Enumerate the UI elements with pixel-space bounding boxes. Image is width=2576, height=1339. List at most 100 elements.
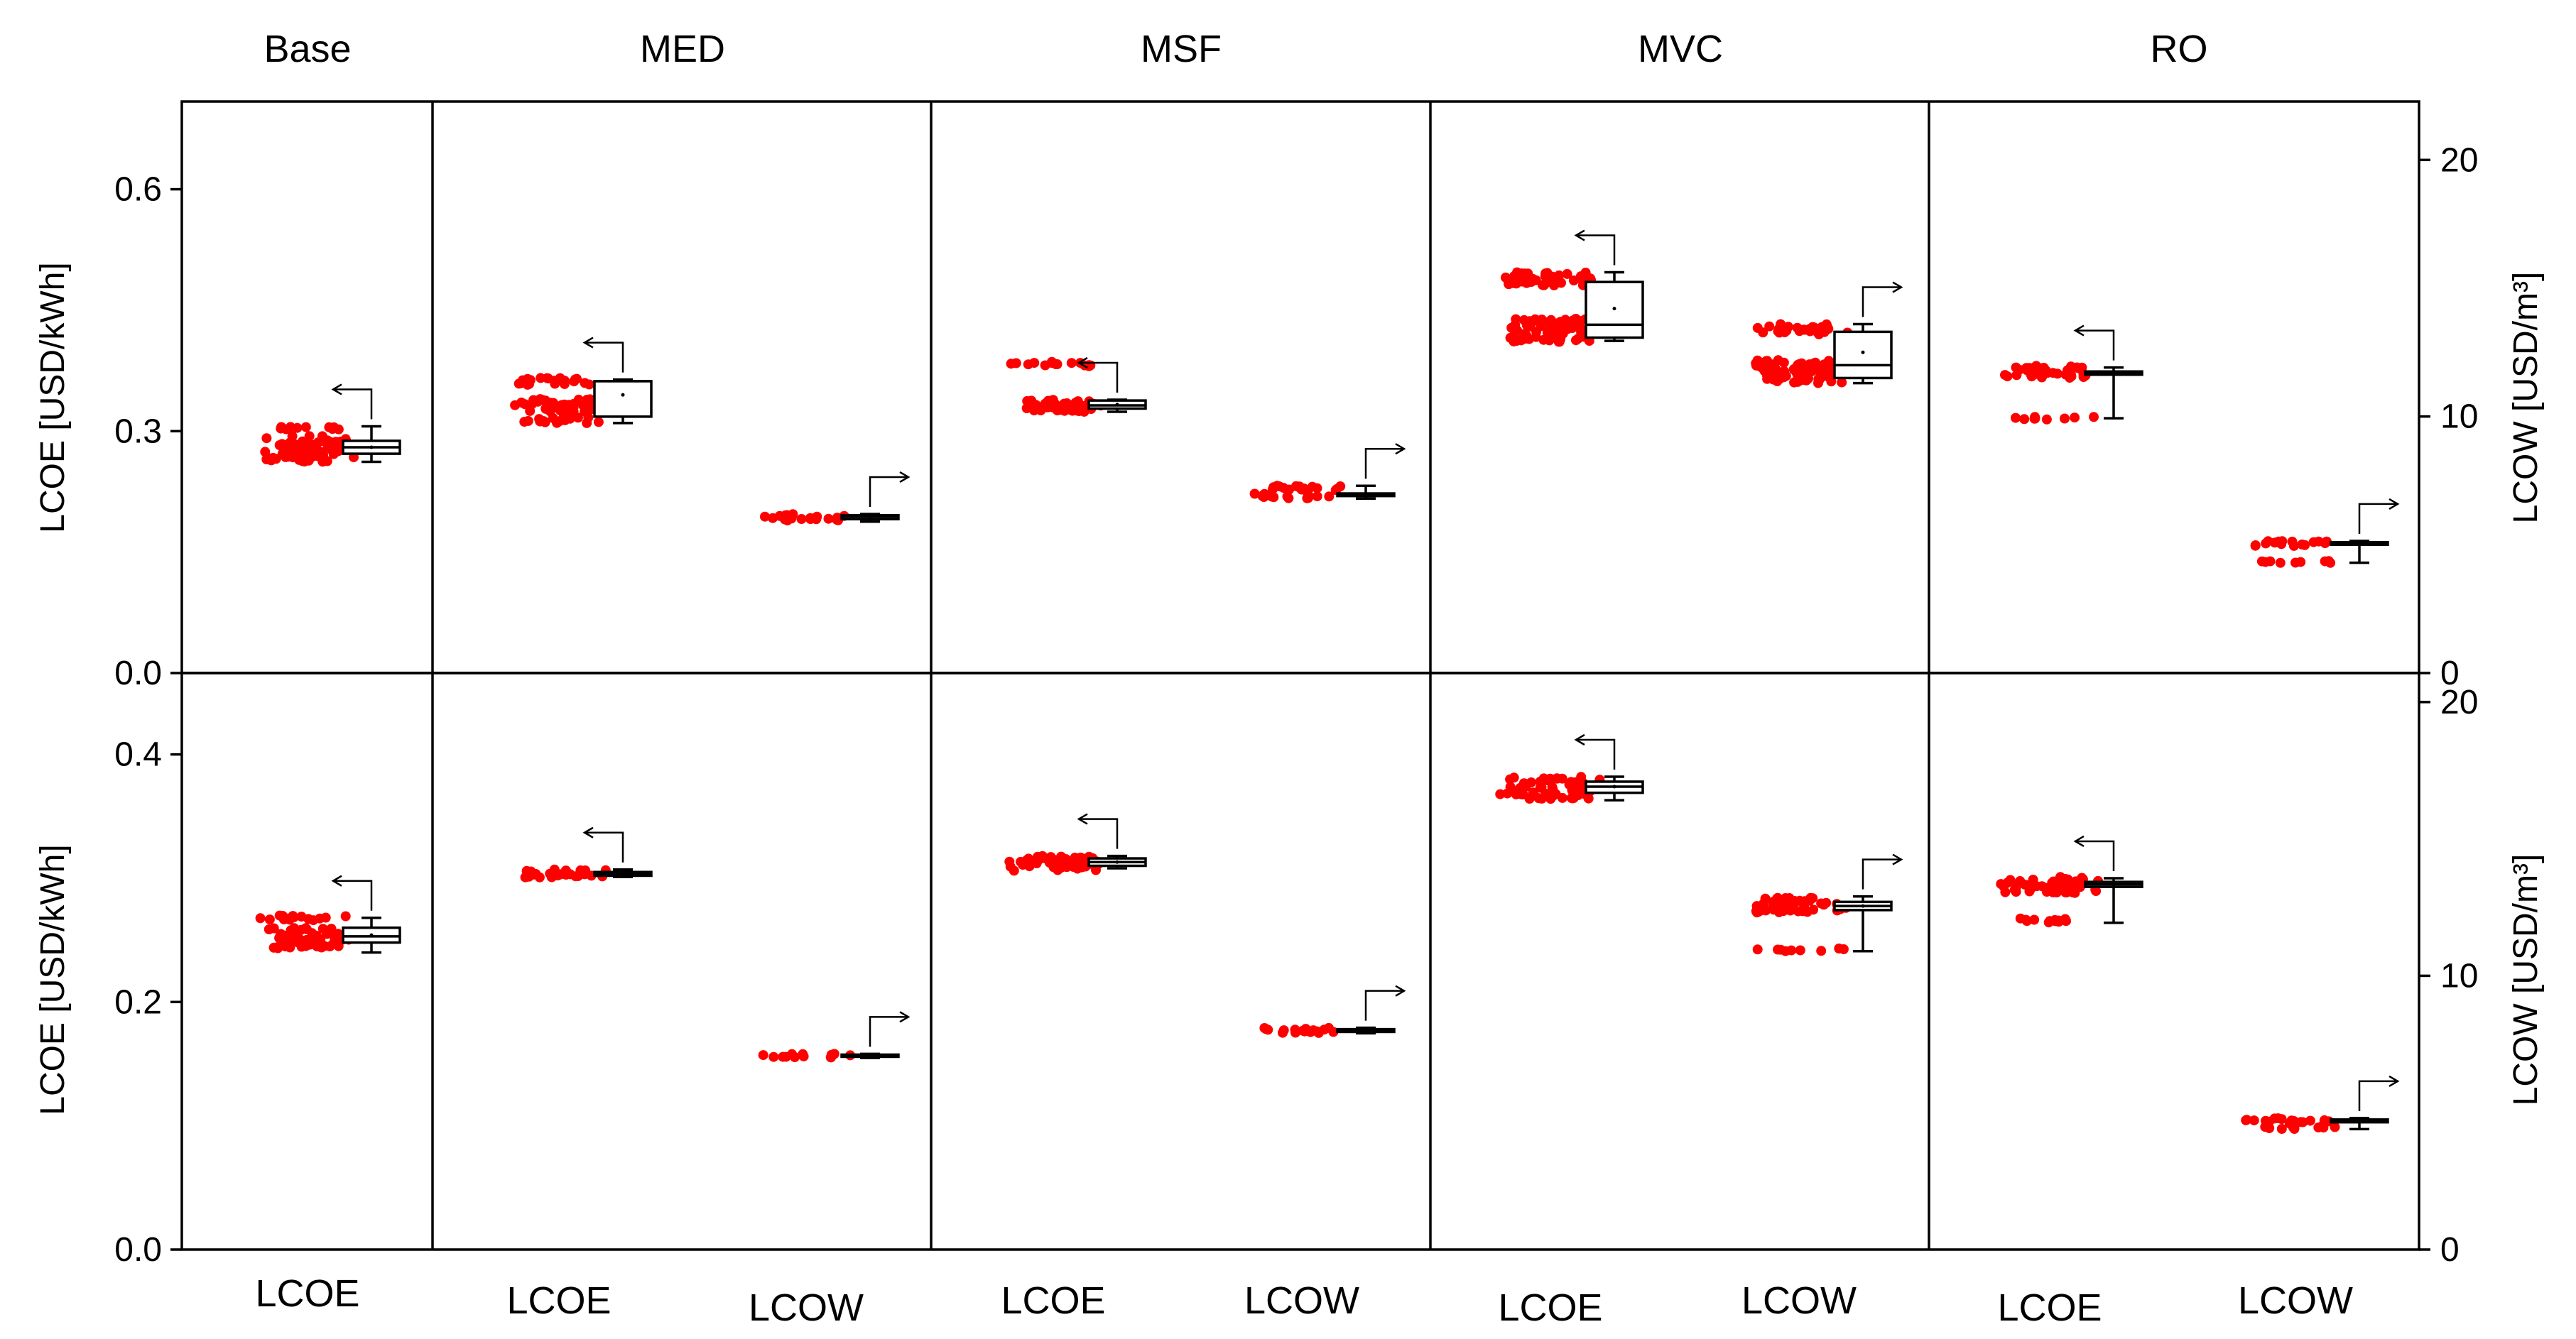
data-point-ro-lcoe xyxy=(2070,412,2080,423)
data-point-mvc-lcoe xyxy=(1518,329,1529,339)
data-point-msf-lcoe xyxy=(1072,863,1083,874)
data-point-msf-lcoe xyxy=(1074,406,1085,416)
data-point-ro-lcow xyxy=(2249,1115,2259,1126)
data-point-base-lcoe xyxy=(264,914,275,925)
right-axis-arrow-ro-lcow xyxy=(2358,503,2398,534)
left-axis-arrow-msf-lcoe xyxy=(1079,361,1119,393)
data-point-msf-lcow xyxy=(1259,1023,1270,1033)
data-point-base-lcoe xyxy=(327,445,337,456)
mean-med-lcoe xyxy=(621,393,625,397)
data-point-ro-lcoe xyxy=(2070,877,2081,887)
data-point-med-lcoe xyxy=(513,378,524,389)
data-point-mvc-lcow xyxy=(1793,372,1803,383)
right-axis-arrowhead-mvc-lcow xyxy=(1892,853,1903,865)
data-point-base-lcoe xyxy=(279,933,290,944)
left-tick-label: 0.6 xyxy=(114,171,162,209)
data-point-mvc-lcoe xyxy=(1552,773,1563,784)
data-point-base-lcoe xyxy=(297,439,308,450)
data-point-ro-lcoe xyxy=(2025,882,2036,892)
data-point-mvc-lcow xyxy=(1761,359,1772,370)
data-point-mvc-lcoe xyxy=(1579,270,1589,281)
data-point-med-lcoe xyxy=(569,376,580,387)
x-category-base-lcoe: LCOE xyxy=(255,1272,359,1315)
left-tick-label: 0.3 xyxy=(114,412,162,450)
mean-msf-lcoe xyxy=(1115,403,1119,407)
mean-ro-lcoe xyxy=(2112,882,2116,887)
data-point-ro-lcow xyxy=(2276,1114,2287,1125)
data-point-base-lcoe xyxy=(315,934,325,944)
data-point-base-lcoe xyxy=(311,450,322,461)
data-point-msf-lcoe xyxy=(1031,858,1042,868)
data-point-med-lcoe xyxy=(510,400,521,410)
data-point-msf-lcow xyxy=(1294,481,1305,492)
data-point-msf-lcow xyxy=(1302,493,1313,503)
data-point-ro-lcoe xyxy=(2026,369,2036,380)
data-point-mvc-lcow xyxy=(1788,364,1799,374)
data-point-ro-lcow xyxy=(2305,1115,2315,1126)
data-point-mvc-lcoe xyxy=(1567,315,1578,326)
data-point-ro-lcoe xyxy=(2060,369,2071,380)
data-point-mvc-lcoe xyxy=(1567,785,1577,796)
mean-med-lcow xyxy=(868,1053,872,1057)
data-point-base-lcoe xyxy=(296,912,307,922)
data-point-ro-lcow xyxy=(2288,1122,2298,1132)
data-point-mvc-lcoe xyxy=(1520,268,1530,279)
data-point-ro-lcow xyxy=(2264,1123,2275,1133)
right-tick-label: 0 xyxy=(2440,655,2460,692)
data-point-med-lcow xyxy=(768,1051,779,1062)
data-point-msf-lcoe xyxy=(1084,360,1094,371)
mean-base-lcoe xyxy=(369,445,374,449)
right-axis-arrowhead-ro-lcow xyxy=(2388,1075,2400,1087)
left-axis-arrow-base-lcoe xyxy=(333,388,373,420)
data-point-ro-lcoe xyxy=(2061,887,2072,898)
column-title-mvc: MVC xyxy=(1638,28,1723,70)
data-point-ro-lcoe xyxy=(2019,414,2030,425)
data-point-ro-lcoe xyxy=(2065,361,2076,372)
data-point-msf-lcow xyxy=(1283,493,1294,503)
data-point-base-lcoe xyxy=(283,448,294,459)
data-point-ro-lcoe xyxy=(2041,414,2052,425)
data-point-ro-lcow xyxy=(2287,536,2298,547)
left-axis-arrowhead-msf-lcoe xyxy=(1077,813,1088,825)
data-point-mvc-lcow xyxy=(1816,898,1827,909)
right-tick-label: 10 xyxy=(2440,398,2478,436)
axis-arrows xyxy=(331,229,2400,1111)
data-point-mvc-lcow xyxy=(1774,325,1785,336)
mean-ro-lcow xyxy=(2357,1119,2362,1123)
left-axis-title-bottom: LCOE [USD/kWh] xyxy=(34,844,72,1115)
data-point-ro-lcow xyxy=(2276,539,2287,550)
data-point-mvc-lcoe xyxy=(1540,268,1551,279)
data-point-mvc-lcow xyxy=(1781,371,1791,381)
left-axis-arrowhead-ro-lcoe xyxy=(2073,324,2085,337)
data-point-mvc-lcoe xyxy=(1495,789,1506,799)
data-point-ro-lcoe xyxy=(2058,879,2068,890)
data-point-ro-lcow xyxy=(2330,1122,2340,1132)
data-point-base-lcoe xyxy=(271,454,281,464)
column-title-ro: RO xyxy=(2151,28,2208,70)
right-axis-arrowhead-med-lcow xyxy=(899,471,911,483)
data-point-med-lcow xyxy=(823,513,834,524)
data-point-ro-lcoe xyxy=(2000,887,2011,897)
plot-frame-row-2 xyxy=(180,672,2420,1251)
data-point-mvc-lcow xyxy=(1808,904,1819,915)
data-point-mvc-lcoe xyxy=(1553,318,1563,329)
plot-frames xyxy=(180,100,2420,1251)
data-point-msf-lcoe xyxy=(1063,404,1074,415)
mean-med-lcow xyxy=(868,515,872,519)
data-point-mvc-lcoe xyxy=(1519,315,1529,325)
mean-msf-lcow xyxy=(1364,1029,1368,1033)
data-point-med-lcoe xyxy=(540,417,550,427)
data-point-base-lcoe xyxy=(332,939,342,949)
data-point-mvc-lcoe xyxy=(1511,278,1521,289)
data-point-med-lcoe xyxy=(559,399,570,410)
data-point-msf-lcow xyxy=(1257,491,1268,501)
mean-med-lcoe xyxy=(621,871,625,875)
mean-msf-lcow xyxy=(1364,493,1368,497)
data-point-msf-lcoe xyxy=(1070,853,1080,863)
right-tick-label: 20 xyxy=(2440,141,2478,179)
left-axis-title-top: LCOE [USD/kWh] xyxy=(34,262,72,532)
data-point-ro-lcoe xyxy=(2040,882,2050,893)
left-axis-arrowhead-msf-lcoe xyxy=(1077,356,1088,369)
data-point-mvc-lcoe xyxy=(1518,778,1529,789)
axis-ticks xyxy=(170,158,2430,1251)
